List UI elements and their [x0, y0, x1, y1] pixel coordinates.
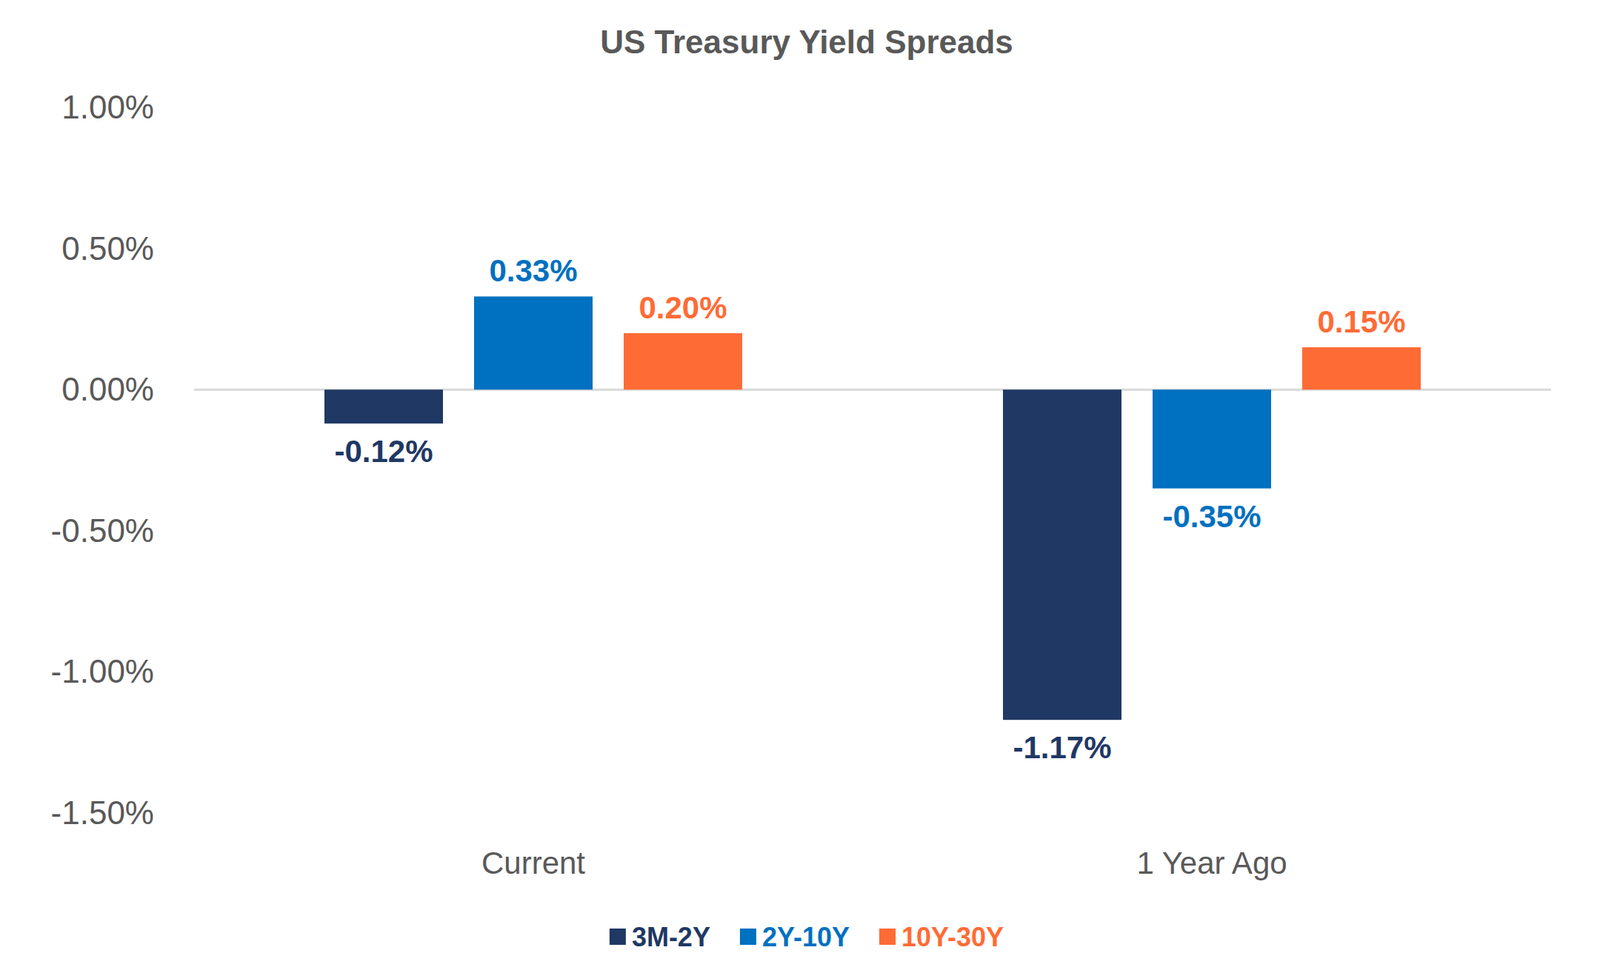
data-label: 0.33% [488, 253, 578, 289]
x-tick-label: 1 Year Ago [1136, 845, 1287, 881]
legend-swatch [740, 928, 757, 946]
legend: 3M-2Y 2Y-10Y 10Y-30Y [609, 922, 1004, 953]
title: US Treasury Yield Spreads [600, 23, 1014, 60]
y-tick-label: -1.00% [51, 653, 155, 690]
y-tick-label: 1.00% [61, 88, 155, 126]
data-label: -1.17% [1012, 730, 1112, 766]
y-tick-label: -0.50% [51, 512, 155, 549]
legend-swatch [609, 928, 626, 946]
bar [324, 389, 443, 424]
y-tick-label: -1.50% [51, 794, 155, 832]
y-tick-label: 0.50% [61, 230, 155, 267]
x-tick-label: Current [481, 845, 586, 881]
bar [1002, 389, 1122, 720]
bar [474, 296, 593, 390]
y-tick-label: 0.00% [61, 371, 155, 408]
legend-label: 10Y-30Y [901, 922, 1004, 953]
data-label: -0.12% [334, 434, 433, 469]
legend-swatch [879, 928, 896, 946]
legend-label: 2Y-10Y [762, 922, 850, 953]
legend-label: 3M-2Y [631, 922, 711, 953]
data-label: -0.35% [1162, 499, 1261, 535]
data-label: 0.15% [1317, 304, 1406, 340]
chart: US Treasury Yield Spreads -1.50% -1.00% -0.… [0, 0, 1600, 970]
bar [623, 333, 743, 390]
bar [1302, 347, 1421, 390]
bars [324, 296, 1421, 720]
data-label: 0.20% [638, 290, 727, 326]
bar [1152, 389, 1272, 489]
